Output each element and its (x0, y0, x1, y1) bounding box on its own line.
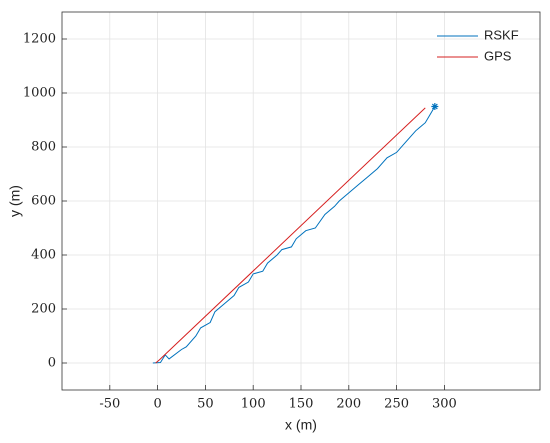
x-tick-label: 300 (432, 397, 457, 412)
y-tick-label: 600 (31, 194, 56, 209)
y-tick-label: 200 (31, 302, 56, 317)
x-tick-label: 250 (384, 397, 409, 412)
x-tick-label: 200 (336, 397, 361, 412)
y-tick-label: 400 (31, 248, 56, 263)
y-tick-label: 1200 (23, 32, 56, 47)
grid (62, 12, 540, 390)
axes-box (61, 11, 541, 391)
x-tick-label: -50 (99, 397, 120, 412)
marks (152, 103, 439, 364)
y-tick-label: 0 (48, 356, 56, 371)
y-axis-label: y (m) (7, 185, 23, 217)
y-tick-label: 1000 (23, 86, 56, 101)
series-line (155, 107, 426, 364)
x-tick-label: 100 (241, 397, 266, 412)
end-marker (431, 103, 439, 110)
x-tick-label: 50 (197, 397, 214, 412)
x-axis-label: x (m) (285, 417, 317, 433)
legend: RSKF GPS (437, 27, 519, 63)
y-tick-label: 800 (31, 140, 56, 155)
x-tick-label: 150 (289, 397, 314, 412)
series-line (152, 106, 436, 364)
legend-label: RSKF (484, 27, 519, 42)
legend-label: GPS (484, 48, 512, 63)
x-tick-label: 0 (153, 397, 161, 412)
